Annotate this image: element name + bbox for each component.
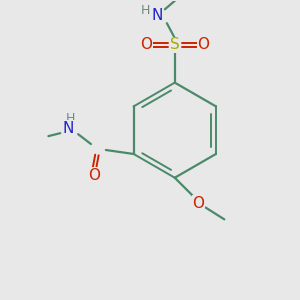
Text: H: H (65, 112, 75, 125)
Text: O: O (197, 38, 209, 52)
Text: N: N (151, 8, 163, 23)
Text: O: O (88, 168, 100, 183)
Text: S: S (170, 38, 180, 52)
Text: N: N (62, 121, 74, 136)
Text: O: O (193, 196, 205, 211)
Text: H: H (140, 4, 150, 17)
Text: O: O (140, 38, 152, 52)
